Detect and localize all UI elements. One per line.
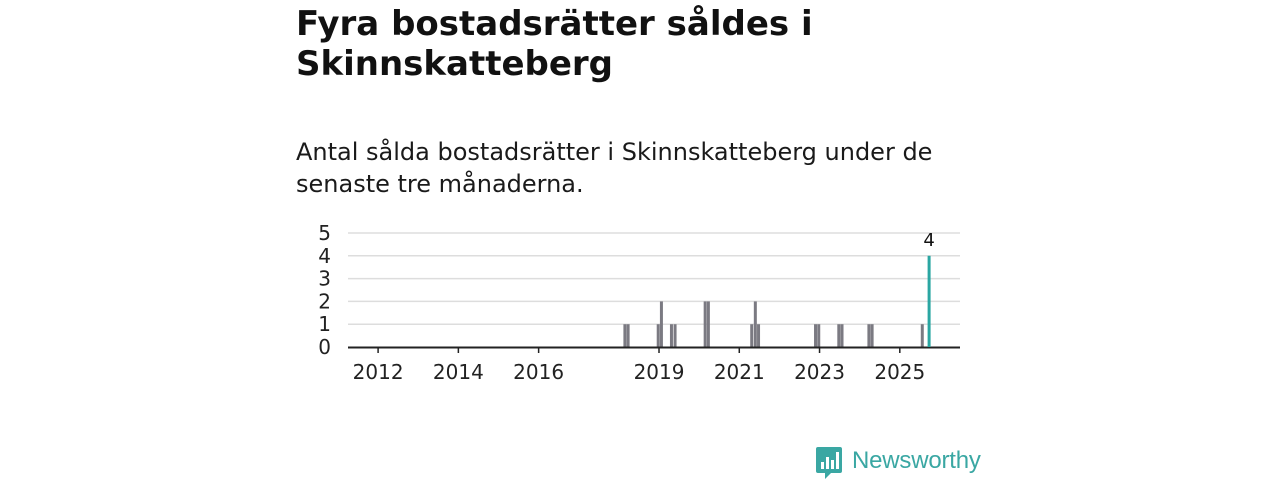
bar bbox=[837, 324, 841, 347]
bar bbox=[656, 324, 660, 347]
bar bbox=[867, 324, 871, 347]
bar bbox=[753, 301, 757, 347]
y-tick-label: 2 bbox=[318, 289, 331, 313]
newsworthy-logo: Newsworthy bbox=[815, 446, 981, 480]
chart-bars bbox=[623, 301, 924, 347]
x-axis-ticks: 2012 2014 2016 2019 2021 2023 2025 bbox=[353, 347, 925, 384]
bar bbox=[623, 324, 627, 347]
bar bbox=[626, 324, 630, 347]
x-tick-label: 2016 bbox=[513, 360, 564, 384]
bar bbox=[750, 324, 754, 347]
chart-subtitle: Antal sålda bostadsrätter i Skinnskatteb… bbox=[296, 138, 933, 198]
bar bbox=[870, 324, 874, 347]
bar bbox=[814, 324, 818, 347]
highlight-data-label: 4 bbox=[923, 230, 934, 251]
y-tick-label: 1 bbox=[318, 312, 331, 336]
chart-gridlines bbox=[348, 232, 960, 325]
y-tick-label: 3 bbox=[318, 267, 331, 291]
logo-text: Newsworthy bbox=[852, 447, 981, 474]
x-tick-label: 2023 bbox=[794, 360, 845, 384]
y-tick-label: 4 bbox=[318, 244, 331, 268]
newsworthy-logo-icon bbox=[816, 447, 842, 479]
bar bbox=[757, 324, 761, 347]
y-tick-label: 5 bbox=[318, 221, 331, 245]
bar bbox=[920, 324, 924, 347]
x-tick-label: 2014 bbox=[433, 360, 484, 384]
highlight-bar bbox=[927, 255, 931, 347]
y-tick-label: 0 bbox=[318, 335, 331, 359]
x-tick-label: 2025 bbox=[874, 360, 925, 384]
bar bbox=[706, 301, 710, 347]
bar bbox=[659, 301, 663, 347]
x-tick-label: 2012 bbox=[353, 360, 404, 384]
bar bbox=[669, 324, 673, 347]
bar bbox=[840, 324, 844, 347]
x-tick-label: 2019 bbox=[634, 360, 685, 384]
bar bbox=[817, 324, 821, 347]
bar bbox=[703, 301, 707, 347]
x-tick-label: 2021 bbox=[714, 360, 765, 384]
page-title: Fyra bostadsrätter såldes i Skinnskatteb… bbox=[296, 4, 813, 84]
bar bbox=[673, 324, 677, 347]
highlight-group: 4 bbox=[923, 230, 935, 347]
